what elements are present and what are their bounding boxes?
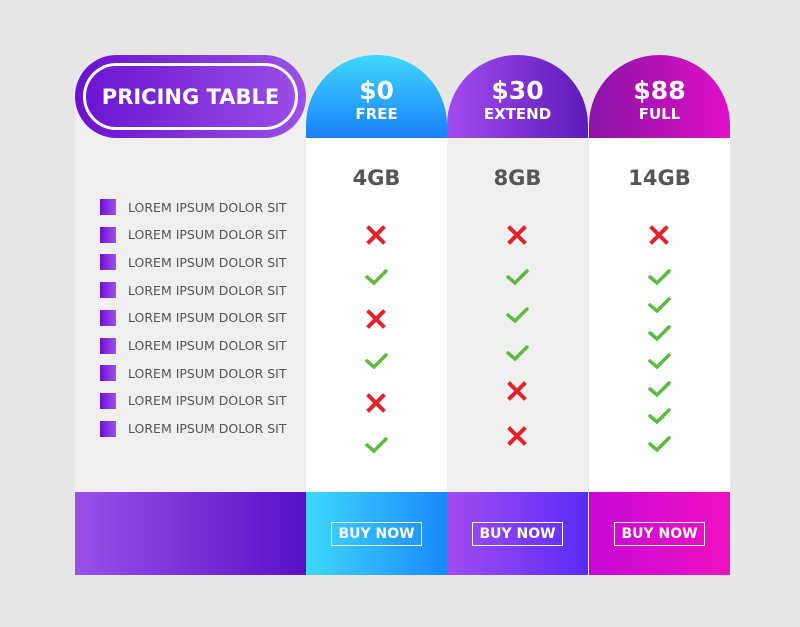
page-title: PRICING TABLE [83, 63, 298, 130]
feature-row: LOREM IPSUM DOLOR SIT [100, 337, 287, 354]
feature-label: LOREM IPSUM DOLOR SIT [128, 282, 287, 298]
bullet-icon [100, 254, 116, 271]
check-icon [647, 432, 671, 456]
check-icon [505, 341, 529, 365]
bullet-icon [100, 199, 116, 215]
plan-name: FULL [638, 105, 681, 123]
plan-footer-free: BUY NOW [306, 492, 447, 575]
feature-label: LOREM IPSUM DOLOR SIT [128, 421, 287, 437]
features-footer [75, 492, 306, 575]
check-icon [364, 433, 388, 457]
plan-name: FREE [355, 105, 398, 123]
check-icon [505, 303, 529, 327]
plan-price: $30 [491, 76, 544, 105]
bullet-icon [100, 365, 116, 382]
plan-name: EXTEND [483, 105, 552, 123]
cross-icon [364, 307, 388, 331]
cross-icon [364, 223, 388, 247]
plan-storage: 8GB [493, 166, 542, 190]
feature-label: LOREM IPSUM DOLOR SIT [128, 310, 287, 326]
buy-now-button[interactable]: BUY NOW [472, 521, 563, 546]
check-icon [647, 349, 671, 373]
check-icon [647, 377, 671, 401]
cross-icon [647, 223, 671, 247]
plan-column-full [589, 138, 730, 492]
feature-label: LOREM IPSUM DOLOR SIT [128, 199, 287, 215]
plan-header-free: $0 FREE [306, 55, 447, 138]
feature-label: LOREM IPSUM DOLOR SIT [128, 254, 287, 270]
plan-footer-extend: BUY NOW [447, 492, 588, 575]
plan-header-extend: $30 EXTEND [447, 55, 588, 138]
plan-storage: 14GB [628, 166, 691, 190]
buy-now-button[interactable]: BUY NOW [614, 521, 705, 546]
check-icon [364, 265, 388, 289]
check-icon [647, 265, 671, 289]
check-icon [364, 349, 388, 373]
bullet-icon [100, 309, 116, 326]
cross-icon [364, 391, 388, 415]
feature-row: LOREM IPSUM DOLOR SIT [100, 420, 287, 437]
check-icon [647, 321, 671, 345]
cross-icon [505, 424, 529, 448]
feature-row: LOREM IPSUM DOLOR SIT [100, 254, 287, 271]
feature-label: LOREM IPSUM DOLOR SIT [128, 393, 287, 409]
feature-row: LOREM IPSUM DOLOR SIT [100, 226, 287, 243]
plan-footer-full: BUY NOW [589, 492, 730, 575]
feature-row: LOREM IPSUM DOLOR SIT [100, 392, 287, 409]
cross-icon [505, 379, 529, 403]
bullet-icon [100, 282, 116, 299]
plan-storage: 4GB [352, 166, 401, 190]
buy-now-button[interactable]: BUY NOW [331, 521, 422, 546]
bullet-icon [100, 226, 116, 243]
plan-price: $0 [359, 76, 394, 105]
bullet-icon [100, 420, 116, 437]
feature-label: LOREM IPSUM DOLOR SIT [128, 227, 287, 243]
title-badge: PRICING TABLE [75, 55, 306, 138]
check-icon [505, 265, 529, 289]
check-icon [647, 404, 671, 428]
feature-row: LOREM IPSUM DOLOR SIT [100, 199, 287, 215]
feature-row: LOREM IPSUM DOLOR SIT [100, 365, 287, 382]
feature-row: LOREM IPSUM DOLOR SIT [100, 309, 287, 326]
feature-row: LOREM IPSUM DOLOR SIT [100, 282, 287, 299]
cross-icon [505, 223, 529, 247]
check-icon [647, 293, 671, 317]
plan-price: $88 [633, 76, 686, 105]
feature-label: LOREM IPSUM DOLOR SIT [128, 338, 287, 353]
plan-column-free [306, 138, 447, 492]
bullet-icon [100, 392, 116, 409]
feature-label: LOREM IPSUM DOLOR SIT [128, 365, 287, 381]
bullet-icon [100, 337, 116, 354]
plan-header-full: $88 FULL [589, 55, 730, 138]
